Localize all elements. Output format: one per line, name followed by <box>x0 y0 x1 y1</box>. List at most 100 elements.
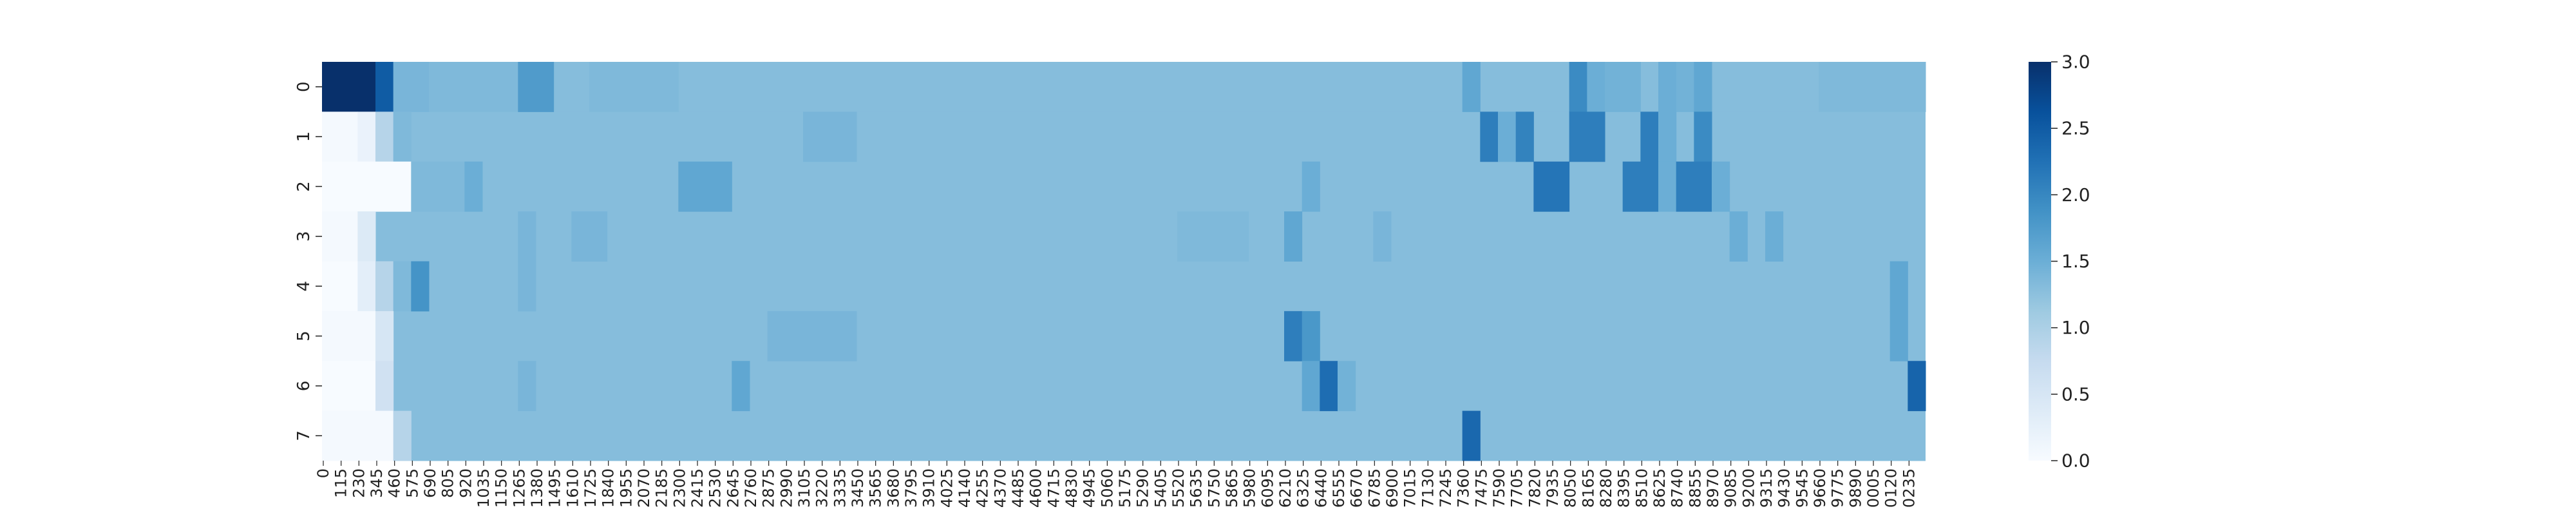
x-tick-label: 1495 <box>546 468 564 508</box>
heatmap-cell <box>464 161 483 212</box>
heatmap-cell <box>1729 211 1748 262</box>
colorbar-tick-label: 2.5 <box>2061 118 2090 139</box>
heatmap-cell <box>1712 161 1730 212</box>
x-tick-label: 5060 <box>1098 468 1116 508</box>
heatmap-cell <box>1605 62 1641 112</box>
heatmap-cell <box>1658 161 1677 212</box>
x-tick-label: 2760 <box>742 468 760 508</box>
x-tick-label: 8970 <box>1704 468 1722 508</box>
heatmap-cell <box>1373 211 1392 262</box>
heatmap-cell <box>1587 62 1605 112</box>
x-tick-label: 3565 <box>867 468 885 508</box>
x-tick-label: 2645 <box>724 468 742 508</box>
x-tick-label: 7015 <box>1401 468 1419 508</box>
heatmap-row-5 <box>322 311 1926 361</box>
x-tick-label: 6095 <box>1258 468 1276 508</box>
x-tick-label: 8050 <box>1562 468 1580 508</box>
heatmap-cell <box>518 62 554 112</box>
x-tick-label: 4600 <box>1027 468 1045 508</box>
x-tick-label: 4715 <box>1045 468 1063 508</box>
x-tick-label: 6900 <box>1383 468 1401 508</box>
colorbar-tick-label: 1.5 <box>2061 251 2090 272</box>
x-tick-label: 8740 <box>1669 468 1687 508</box>
y-tick-label: 3 <box>294 231 314 242</box>
x-tick-label: 2530 <box>706 468 724 508</box>
colorbar: 0.0 0.5 1.0 1.5 2.0 2.5 3.0 <box>2029 52 2090 472</box>
y-tick-label: 0 <box>294 81 314 92</box>
x-tick-label: 345 <box>368 468 386 498</box>
x-tick-label: 5405 <box>1151 468 1170 508</box>
heatmap-cell <box>1338 361 1356 412</box>
x-tick-label: 7245 <box>1437 468 1455 508</box>
heatmap-cell <box>518 361 536 412</box>
x-tick-label: 0 <box>314 468 332 478</box>
x-tick-label: 2185 <box>653 468 671 508</box>
x-tick-label: 3795 <box>902 468 920 508</box>
heatmap-cell <box>732 361 750 412</box>
x-tick-label: 5865 <box>1223 468 1241 508</box>
x-tick-label: 4140 <box>956 468 974 508</box>
x-tick-label: 1955 <box>617 468 635 508</box>
x-tick-label: 6210 <box>1276 468 1294 508</box>
x-tick-label: 9545 <box>1793 468 1811 508</box>
heatmap-cell <box>571 211 608 262</box>
x-tick-label: 1150 <box>493 468 511 508</box>
x-tick-label: 0235 <box>1900 468 1918 508</box>
x-tick-label: 920 <box>457 468 475 498</box>
x-tick-label: 2990 <box>777 468 795 508</box>
x-tick-label: 9660 <box>1811 468 1829 508</box>
x-tick-label: 6555 <box>1330 468 1348 508</box>
x-tick-label: 9315 <box>1757 468 1776 508</box>
y-tick-label: 5 <box>294 331 314 341</box>
x-tick-label: 3450 <box>849 468 867 508</box>
heatmap-cell <box>1819 62 1926 112</box>
x-tick-label: 5175 <box>1116 468 1134 508</box>
heatmap-cell <box>1658 111 1677 162</box>
colorbar-tick-label: 2.0 <box>2061 184 2090 206</box>
x-tick-label: 4485 <box>1009 468 1027 508</box>
y-tick-label: 6 <box>294 381 314 392</box>
colorbar-tick-label: 0.5 <box>2061 383 2090 405</box>
heatmap-cell <box>1908 361 1926 412</box>
colorbar-tick-label: 3.0 <box>2061 52 2090 73</box>
x-tick-label: 4370 <box>991 468 1009 508</box>
heatmap-cell <box>1694 111 1712 162</box>
heatmap-cell <box>411 161 465 212</box>
y-tick-label: 7 <box>294 430 314 441</box>
heatmap-cell <box>1480 111 1499 162</box>
heatmap-cell <box>518 211 536 262</box>
heatmap-cell <box>393 62 430 112</box>
heatmap-cell <box>357 261 376 312</box>
x-tick-label: 6670 <box>1348 468 1366 508</box>
x-tick-label: 3105 <box>795 468 813 508</box>
x-tick-label: 7130 <box>1419 468 1437 508</box>
x-tick-label: 3220 <box>813 468 831 508</box>
x-tick-label: 8280 <box>1597 468 1615 508</box>
x-tick-label: 1380 <box>528 468 546 508</box>
x-tick-label: 575 <box>403 468 421 498</box>
colorbar-tick-label: 1.0 <box>2061 317 2090 338</box>
x-tick-label: 1725 <box>582 468 600 508</box>
heatmap-cell <box>1498 111 1517 162</box>
x-tick-label: 3680 <box>884 468 902 508</box>
x-tick-label: 5750 <box>1205 468 1223 508</box>
heatmap-cell <box>1284 211 1303 262</box>
x-tick-label: 3910 <box>920 468 938 508</box>
x-tick-label: 9430 <box>1776 468 1794 508</box>
heatmap-row-4 <box>322 261 1926 312</box>
x-tick-label: 9775 <box>1829 468 1847 508</box>
heatmap-cell <box>1658 62 1677 112</box>
x-tick-label: 805 <box>439 468 457 498</box>
heatmap-row-6 <box>322 361 1926 412</box>
heatmap-row-1 <box>322 111 1926 162</box>
heatmap-cell <box>1622 161 1659 212</box>
heatmap-cell <box>375 111 394 162</box>
heatmap-cell <box>322 261 358 312</box>
colorbar-gradient <box>2029 62 2051 461</box>
x-tick-label: 2070 <box>635 468 653 508</box>
heatmap-cell <box>767 311 857 361</box>
x-tick-label: 8165 <box>1579 468 1597 508</box>
heatmap-cell <box>1765 211 1784 262</box>
